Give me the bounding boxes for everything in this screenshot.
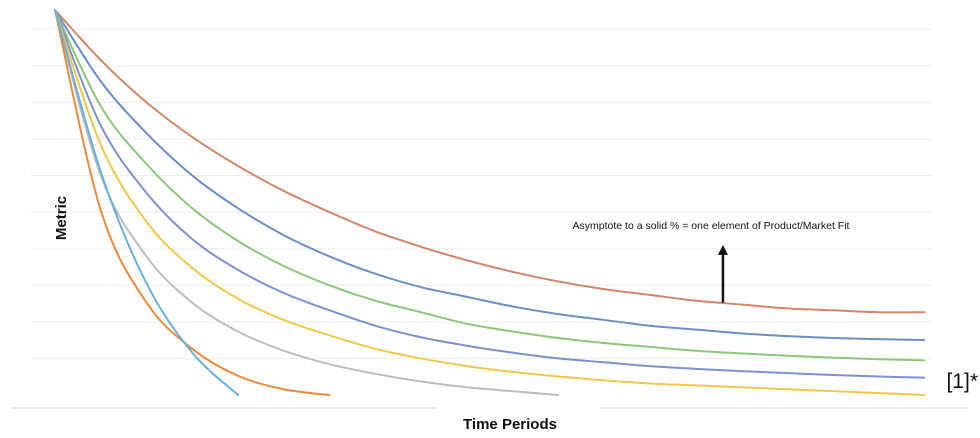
series-line-2 [54, 9, 926, 341]
axis-layer: Metric Time Periods [1]* [53, 196, 978, 433]
y-axis-label: Metric [53, 196, 70, 240]
annotation-layer: Asymptote to a solid % = one element of … [573, 220, 850, 303]
annotation-label: Asymptote to a solid % = one element of … [573, 220, 850, 232]
x-axis-label: Time Periods [463, 416, 557, 433]
footnote-reference: [1]* [946, 370, 978, 393]
series-line-1 [54, 9, 926, 314]
series-line-3 [54, 9, 926, 362]
series-line-4 [54, 9, 926, 379]
series-layer [54, 9, 926, 396]
series-line-5 [54, 9, 926, 396]
series-line-8 [54, 9, 239, 396]
annotation-arrow-head [717, 244, 728, 255]
series-line-7 [54, 9, 331, 396]
grid-layer [12, 28, 968, 409]
